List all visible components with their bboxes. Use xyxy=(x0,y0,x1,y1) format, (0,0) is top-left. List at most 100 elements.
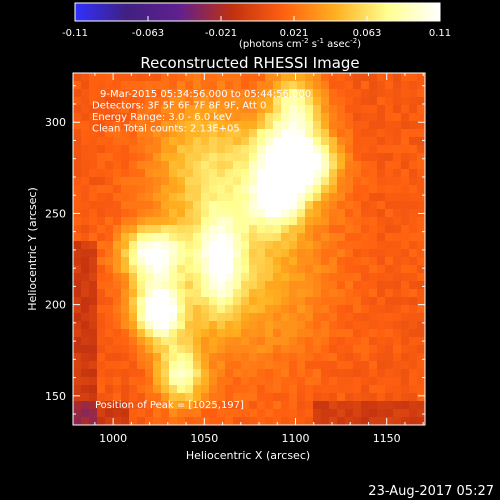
heatmap-cell xyxy=(281,281,290,290)
heatmap-cell xyxy=(113,377,122,386)
heatmap-cell xyxy=(401,313,410,322)
heatmap-cell xyxy=(377,345,386,354)
heatmap-cell xyxy=(73,217,82,226)
heatmap-cell xyxy=(225,353,234,362)
heatmap-cell xyxy=(385,153,394,162)
heatmap-cell xyxy=(305,321,314,330)
heatmap-cell xyxy=(177,217,186,226)
heatmap-cell xyxy=(297,305,306,314)
heatmap-cell xyxy=(249,377,258,386)
heatmap-cell xyxy=(105,81,114,90)
heatmap-cell xyxy=(153,353,162,362)
heatmap-cell xyxy=(225,401,234,410)
heatmap-cell xyxy=(321,137,330,146)
heatmap-cell xyxy=(273,409,282,418)
heatmap-cell xyxy=(249,369,258,378)
heatmap-cell xyxy=(273,225,282,234)
heatmap-cell xyxy=(89,409,98,418)
heatmap-cell xyxy=(401,81,410,90)
heatmap-cell xyxy=(161,73,170,82)
heatmap-cell xyxy=(369,393,378,402)
heatmap-cell xyxy=(289,305,298,314)
heatmap-cell xyxy=(121,145,130,154)
heatmap-cell xyxy=(393,169,402,178)
heatmap-cell xyxy=(113,257,122,266)
heatmap-cell xyxy=(73,257,82,266)
heatmap-cell xyxy=(321,385,330,394)
heatmap-cell xyxy=(329,329,338,338)
heatmap-cell xyxy=(121,249,130,258)
heatmap-cell xyxy=(81,257,90,266)
heatmap-cell xyxy=(81,185,90,194)
heatmap-cell xyxy=(265,273,274,282)
heatmap-cell xyxy=(177,377,186,386)
heatmap-cell xyxy=(337,345,346,354)
heatmap-cell xyxy=(121,201,130,210)
heatmap-cell xyxy=(257,385,266,394)
heatmap-cell xyxy=(337,289,346,298)
heatmap-cell xyxy=(401,105,410,114)
heatmap-cell xyxy=(417,401,426,410)
heatmap-cell xyxy=(417,201,426,210)
heatmap-cell xyxy=(385,193,394,202)
heatmap-cell xyxy=(73,361,82,370)
heatmap-cell xyxy=(297,217,306,226)
heatmap-cell xyxy=(185,121,194,130)
heatmap-cell xyxy=(305,369,314,378)
heatmap-cell xyxy=(73,145,82,154)
heatmap-cell xyxy=(121,409,130,418)
heatmap-cell xyxy=(305,329,314,338)
heatmap-cell xyxy=(257,361,266,370)
heatmap-cell xyxy=(249,249,258,258)
heatmap-cell xyxy=(249,353,258,362)
heatmap-cell xyxy=(81,265,90,274)
heatmap-cell xyxy=(377,137,386,146)
heatmap-cell xyxy=(289,313,298,322)
heatmap-cell xyxy=(153,153,162,162)
heatmap-cell xyxy=(233,353,242,362)
heatmap-cell xyxy=(369,217,378,226)
heatmap-cell xyxy=(169,97,178,106)
heatmap-cell xyxy=(169,129,178,138)
heatmap-cell xyxy=(369,81,378,90)
heatmap-cell xyxy=(177,89,186,98)
heatmap-cell xyxy=(89,161,98,170)
heatmap-cell xyxy=(289,289,298,298)
heatmap-cell xyxy=(281,153,290,162)
heatmap-cell xyxy=(113,153,122,162)
heatmap-cell xyxy=(169,169,178,178)
heatmap-cell xyxy=(345,401,354,410)
heatmap-cell xyxy=(217,353,226,362)
heatmap-cell xyxy=(337,81,346,90)
heatmap-cell xyxy=(137,409,146,418)
heatmap-cell xyxy=(281,417,290,426)
heatmap-cell xyxy=(177,113,186,122)
heatmap-cell xyxy=(361,169,370,178)
colorbar-ticks: -0.11 -0.063 -0.021 0.021 0.063 0.11 xyxy=(62,16,451,39)
heatmap-cell xyxy=(233,177,242,186)
heatmap-cell xyxy=(289,241,298,250)
heatmap-cell xyxy=(153,297,162,306)
heatmap-cell xyxy=(393,361,402,370)
heatmap-cell xyxy=(113,337,122,346)
heatmap-cell xyxy=(145,97,154,106)
heatmap-cell xyxy=(289,145,298,154)
heatmap-cell xyxy=(345,121,354,130)
heatmap-cell xyxy=(281,289,290,298)
heatmap-cell xyxy=(361,113,370,122)
heatmap-cell xyxy=(233,169,242,178)
heatmap-cell xyxy=(97,265,106,274)
heatmap-cell xyxy=(353,273,362,282)
heatmap-cell xyxy=(217,257,226,266)
heatmap-cell xyxy=(113,97,122,106)
heatmap-cell xyxy=(145,217,154,226)
heatmap-cell xyxy=(137,129,146,138)
heatmap-cell xyxy=(369,233,378,242)
heatmap-cell xyxy=(137,321,146,330)
heatmap-cell xyxy=(185,169,194,178)
heatmap-cell xyxy=(129,97,138,106)
heatmap-cell xyxy=(153,217,162,226)
heatmap-cell xyxy=(297,153,306,162)
heatmap-cell xyxy=(273,297,282,306)
heatmap-cell xyxy=(385,201,394,210)
